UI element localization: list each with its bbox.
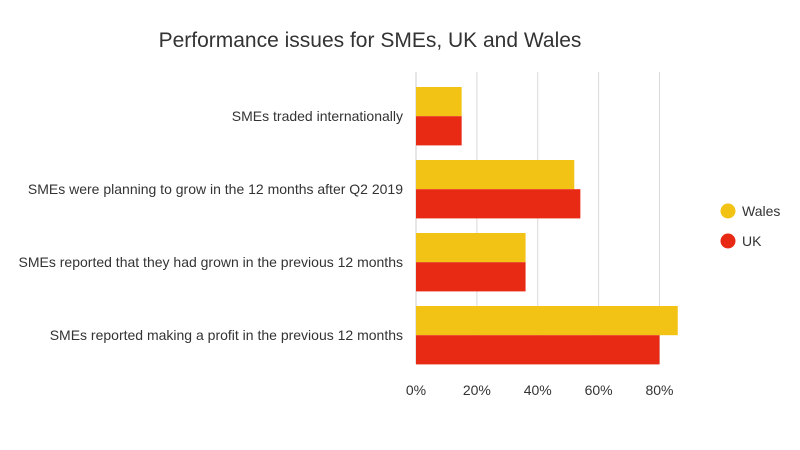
- x-tick-label: 60%: [585, 382, 613, 398]
- category-label: SMEs reported making a profit in the pre…: [50, 327, 403, 343]
- bar-uk: [416, 262, 526, 292]
- legend-marker-uk: [720, 233, 736, 249]
- legend: Wales UK: [720, 203, 780, 249]
- legend-label-uk: UK: [742, 233, 762, 249]
- bar-uk: [416, 335, 660, 365]
- category-label: SMEs reported that they had grown in the…: [19, 254, 403, 270]
- bar-wales: [416, 306, 678, 336]
- bars: [416, 87, 678, 365]
- bar-wales: [416, 233, 526, 263]
- bar-wales: [416, 87, 462, 117]
- x-tick-label: 20%: [463, 382, 491, 398]
- legend-label-wales: Wales: [742, 203, 780, 219]
- category-label: SMEs traded internationally: [232, 108, 403, 124]
- category-labels: SMEs traded internationally SMEs were pla…: [19, 108, 404, 343]
- chart-title: Performance issues for SMEs, UK and Wale…: [159, 29, 582, 52]
- x-tick-label: 40%: [524, 382, 552, 398]
- legend-marker-wales: [720, 203, 736, 219]
- bar-uk: [416, 116, 462, 146]
- category-label: SMEs were planning to grow in the 12 mon…: [28, 181, 403, 197]
- x-axis-ticks: 0% 20% 40% 60% 80%: [406, 382, 674, 398]
- x-tick-label: 80%: [645, 382, 673, 398]
- bar-wales: [416, 160, 575, 190]
- x-tick-label: 0%: [406, 382, 426, 398]
- bar-uk: [416, 189, 581, 219]
